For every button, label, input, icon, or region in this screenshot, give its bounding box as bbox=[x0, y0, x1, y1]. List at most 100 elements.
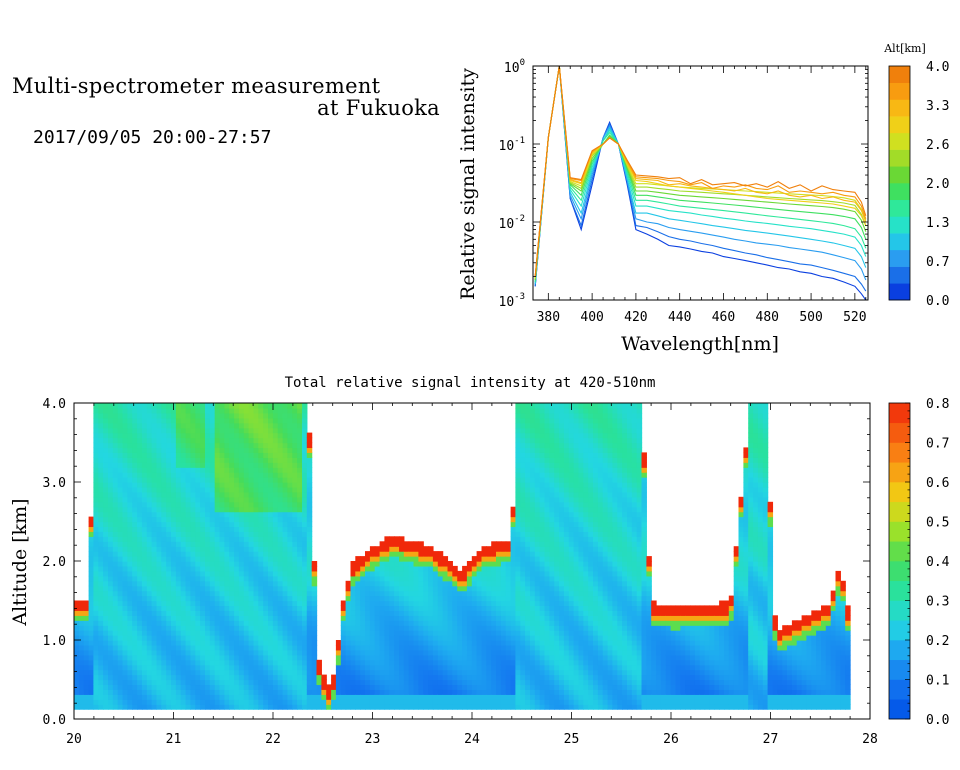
heatmap-cell bbox=[219, 442, 225, 449]
heatmap-cell bbox=[287, 674, 293, 681]
heatmap-cell bbox=[282, 506, 289, 513]
heatmap-cell bbox=[117, 615, 124, 621]
heatmap-cell bbox=[137, 516, 143, 523]
heatmap-cell bbox=[525, 491, 531, 498]
heatmap-cell bbox=[238, 536, 245, 542]
heatmap-cell bbox=[559, 417, 565, 424]
heatmap-cell bbox=[452, 605, 458, 611]
heatmap-cell bbox=[103, 403, 109, 409]
heatmap-cell bbox=[200, 482, 206, 488]
heatmap-cell bbox=[229, 620, 235, 626]
heatmap-cell bbox=[428, 585, 434, 592]
heatmap-cell bbox=[277, 417, 284, 424]
heatmap-cell bbox=[229, 669, 235, 676]
heatmap-cell bbox=[98, 659, 104, 666]
heatmap-cell bbox=[340, 605, 347, 611]
heatmap-cell bbox=[234, 684, 240, 690]
heatmap-cell bbox=[151, 412, 158, 419]
heatmap-cell bbox=[248, 432, 255, 439]
heatmap-cell bbox=[559, 462, 565, 468]
heatmap-cell bbox=[108, 501, 114, 508]
heatmap-cell bbox=[161, 506, 167, 513]
heatmap-cell bbox=[117, 654, 124, 661]
heatmap-cell bbox=[520, 679, 526, 686]
heatmap-cell bbox=[549, 432, 555, 439]
heatmap-cell bbox=[306, 635, 313, 641]
heatmap-cell bbox=[190, 477, 196, 483]
heatmap-cell bbox=[462, 595, 468, 602]
heatmap-cell bbox=[302, 472, 308, 478]
heatmap-cell bbox=[214, 417, 221, 424]
heatmap-cell bbox=[505, 649, 512, 656]
heatmap-cell bbox=[146, 570, 153, 577]
heatmap-cell bbox=[345, 674, 352, 681]
heatmap-cell bbox=[437, 644, 444, 651]
heatmap-cell bbox=[205, 565, 211, 572]
heatmap-cell bbox=[563, 635, 570, 641]
heatmap-cell bbox=[238, 506, 245, 513]
heatmap-cell bbox=[365, 565, 371, 572]
heatmap-cell bbox=[437, 570, 444, 577]
heatmap-cell bbox=[117, 635, 124, 641]
heatmap-cell bbox=[175, 679, 182, 686]
heatmap-cell bbox=[530, 610, 536, 616]
heatmap-cell bbox=[335, 684, 342, 690]
heatmap-cell bbox=[132, 516, 138, 523]
heatmap-cell bbox=[432, 694, 439, 700]
heatmap-cell bbox=[127, 531, 133, 537]
heatmap-cell bbox=[103, 422, 109, 429]
heatmap-cell bbox=[374, 610, 381, 616]
heatmap-cell bbox=[166, 546, 172, 552]
heatmap-cell bbox=[292, 585, 298, 592]
heatmap-cell bbox=[530, 486, 536, 493]
heatmap-cell bbox=[190, 659, 196, 666]
heatmap-cell bbox=[350, 580, 356, 587]
heatmap-cell bbox=[146, 496, 153, 503]
heatmap-cell bbox=[243, 452, 250, 458]
heatmap-cell bbox=[258, 605, 264, 611]
heatmap-cell bbox=[151, 615, 158, 621]
heatmap-cell bbox=[355, 644, 361, 651]
heatmap-cell bbox=[185, 407, 192, 414]
heatmap-cell bbox=[350, 664, 356, 671]
heatmap-cell bbox=[263, 556, 269, 562]
heatmap-cell bbox=[457, 605, 463, 611]
heatmap-cell bbox=[277, 482, 284, 488]
heatmap-cell bbox=[161, 526, 167, 532]
heatmap-cell bbox=[190, 649, 196, 656]
heatmap-cell bbox=[180, 546, 187, 552]
heatmap-cell bbox=[282, 605, 289, 611]
heatmap-cell bbox=[539, 649, 546, 656]
heatmap-cell bbox=[122, 551, 128, 557]
heatmap-cell bbox=[93, 546, 99, 552]
heatmap-cell bbox=[559, 640, 565, 646]
heatmap-cell bbox=[452, 595, 458, 602]
heatmap-cell bbox=[175, 496, 182, 503]
heatmap-cell bbox=[534, 403, 541, 409]
heatmap-cell bbox=[365, 704, 371, 710]
heatmap-cell bbox=[258, 403, 264, 409]
heatmap-cell bbox=[263, 684, 269, 690]
heatmap-cell bbox=[389, 610, 395, 616]
heatmap-cell bbox=[171, 511, 177, 518]
heatmap-cell bbox=[141, 644, 148, 651]
heatmap-cell bbox=[287, 625, 293, 631]
heatmap-cell bbox=[103, 432, 109, 439]
heatmap-cell bbox=[554, 595, 560, 602]
heatmap-cell bbox=[132, 654, 138, 661]
heatmap-cell bbox=[88, 585, 95, 592]
heatmap-cell bbox=[379, 561, 386, 567]
heatmap-cell bbox=[282, 585, 289, 592]
heatmap-cell bbox=[243, 600, 250, 607]
heatmap-cell bbox=[122, 635, 128, 641]
heatmap-cell bbox=[399, 654, 405, 661]
heatmap-cell bbox=[355, 625, 361, 631]
heatmap-cell bbox=[534, 699, 541, 705]
heatmap-cell bbox=[413, 585, 419, 592]
heatmap-cell bbox=[525, 442, 531, 449]
heatmap-cell bbox=[539, 541, 546, 547]
heatmap-cell bbox=[563, 472, 570, 478]
heatmap-cell bbox=[539, 704, 546, 710]
heatmap-cell bbox=[534, 526, 541, 532]
heatmap-cell bbox=[112, 635, 119, 641]
